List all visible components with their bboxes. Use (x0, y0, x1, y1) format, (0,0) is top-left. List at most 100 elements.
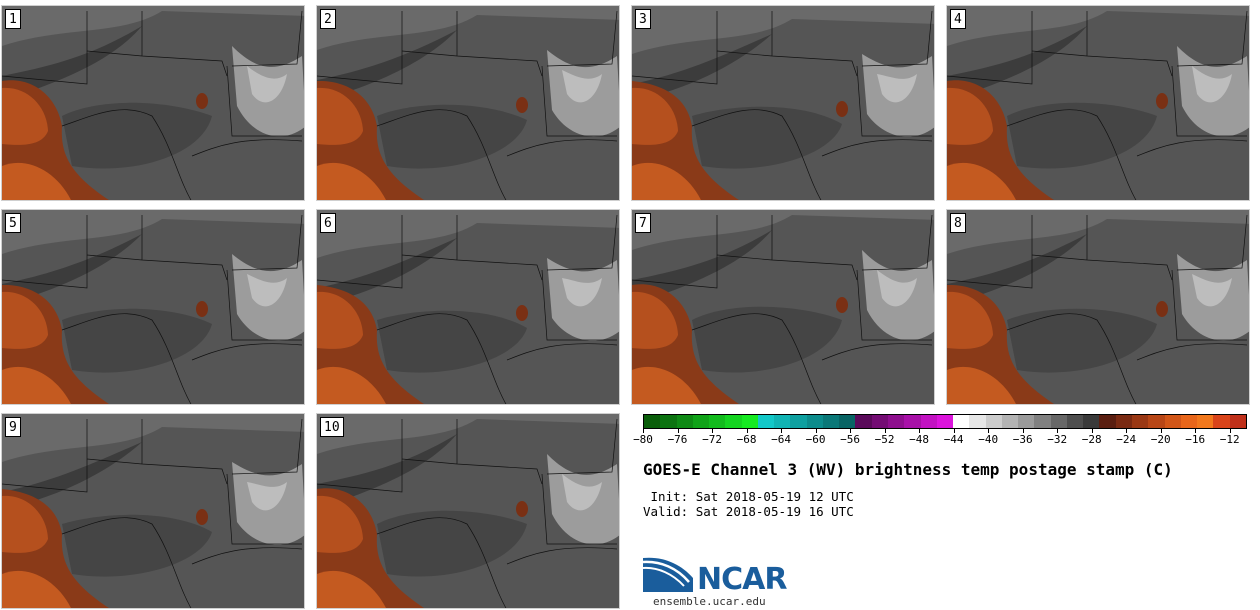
colorbar-segment (1213, 415, 1230, 428)
colorbar-segment (969, 415, 986, 428)
stamp-member-label: 2 (320, 9, 336, 29)
boundary-line (1171, 65, 1247, 137)
ncar-logo-icon (643, 557, 693, 592)
boundary-line (1006, 313, 1137, 404)
field-warm-south (947, 162, 1016, 200)
field-north (947, 210, 1249, 254)
colorbar-segment (1050, 415, 1067, 428)
field-warm-south (632, 366, 701, 404)
stamp-map (317, 6, 619, 200)
stamp-map (2, 6, 304, 200)
valid-time: Sat 2018-05-19 16 UTC (695, 504, 854, 519)
field-warm-spot (196, 93, 208, 109)
field-warm-spot (836, 297, 848, 313)
colorbar-tick-label: −24 (1116, 433, 1137, 446)
stamp-map (632, 210, 934, 404)
stamp-panel: 7 (631, 209, 935, 405)
colorbar-segment (953, 415, 970, 428)
colorbar-tick-label: −80 (633, 433, 653, 446)
colorbar-tick (815, 429, 817, 433)
field-lightest (247, 482, 287, 511)
boundary-line (716, 254, 858, 281)
field-warm-south (317, 366, 386, 404)
stamp-map (2, 210, 304, 404)
stamp-member-label: 8 (950, 213, 966, 233)
field-dark-band (947, 234, 1087, 305)
boundary-line (691, 313, 822, 404)
colorbar-tick-label: −36 (1012, 433, 1033, 446)
boundary-line (821, 343, 933, 361)
stamp-member-label: 1 (5, 9, 21, 29)
stamp-member-label: 9 (5, 417, 21, 437)
boundary-line (546, 214, 618, 271)
boundary-line (861, 10, 933, 67)
boundary-line (506, 343, 618, 361)
boundary-line (1171, 269, 1247, 341)
colorbar-tick (781, 429, 783, 433)
boundary-line (856, 269, 932, 341)
field-dark-band (317, 30, 457, 101)
field-north (2, 6, 304, 46)
field-warm-spot (1156, 301, 1168, 317)
logo-url[interactable]: ensemble.ucar.edu (653, 595, 766, 608)
field-dark-band (2, 442, 142, 509)
boundary-line (947, 11, 1033, 85)
colorbar-segment (676, 415, 693, 428)
field-lightest (877, 74, 917, 103)
colorbar-segment (1018, 415, 1035, 428)
colorbar-tick-label: −60 (805, 433, 826, 446)
colorbar-tick (884, 429, 886, 433)
colorbar-segment (1180, 415, 1198, 428)
colorbar-tick-label: −44 (943, 433, 964, 446)
stamp-member-label: 10 (320, 417, 344, 437)
colorbar-segment (774, 415, 791, 428)
colorbar-segment (1099, 415, 1116, 428)
field-north (2, 414, 304, 462)
valid-time-line: Valid: Sat 2018-05-19 16 UTC (643, 504, 854, 519)
boundary-line (231, 418, 303, 475)
colorbar-tick (988, 429, 990, 433)
boundary-line (61, 313, 192, 404)
stamp-map (2, 414, 304, 608)
field-warm-core (947, 291, 993, 349)
stamp-panel: 6 (316, 209, 620, 405)
colorbar-tick (1229, 429, 1231, 433)
field-dark-band (317, 434, 457, 509)
colorbar-tick (712, 429, 714, 433)
boundary-line (2, 419, 88, 493)
boundary-line (226, 65, 302, 137)
colorbar-tick (919, 429, 921, 433)
field-dark-band (632, 34, 772, 101)
colorbar-tick (953, 429, 955, 433)
colorbar-segment (822, 415, 840, 428)
boundary-line (947, 215, 1033, 289)
boundary-line (541, 65, 617, 137)
field-warm-south (2, 162, 71, 200)
field-warm-core (632, 291, 678, 349)
colorbar-tick-label: −52 (874, 433, 895, 446)
field-lightest (562, 278, 602, 307)
boundary-line (821, 139, 933, 157)
stamp-panel: 1 (1, 5, 305, 201)
field-dark-center (62, 308, 212, 373)
boundary-line (376, 109, 507, 200)
colorbar-tick-label: −72 (702, 433, 722, 446)
field-lightest (562, 70, 602, 103)
colorbar-tick-label: −68 (736, 433, 757, 446)
boundary-line (86, 254, 228, 281)
boundary-line (506, 139, 618, 157)
field-lightest (877, 270, 917, 307)
stamp-map (317, 210, 619, 404)
boundary-line (317, 215, 403, 289)
colorbar-tick (746, 429, 748, 433)
field-north (317, 210, 619, 258)
stamp-member-label: 7 (635, 213, 651, 233)
field-warm-core (947, 87, 993, 145)
field-north (947, 6, 1249, 46)
colorbar-segment (1001, 415, 1019, 428)
stamp-panel: 3 (631, 5, 935, 201)
boundary-line (506, 547, 618, 565)
boundary-line (86, 50, 228, 77)
colorbar-segment (1131, 415, 1149, 428)
boundary-line (317, 419, 403, 493)
